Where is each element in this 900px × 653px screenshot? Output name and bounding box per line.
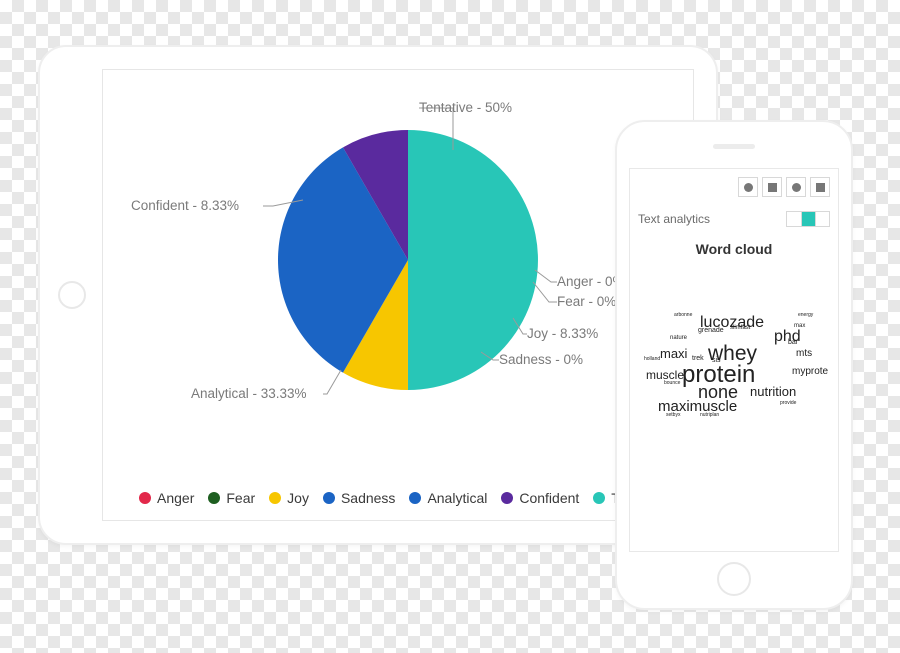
wordcloud-word: energy <box>798 313 813 318</box>
wordcloud-word: slimfast <box>730 325 750 331</box>
pie-label-fear: Fear - 0% <box>557 294 616 309</box>
pie-label-sadness: Sadness - 0% <box>499 352 583 367</box>
wordcloud-word: nutriplan <box>700 413 719 418</box>
legend-label: Fear <box>226 490 255 506</box>
segment-option-3[interactable] <box>815 212 829 226</box>
pie-legend: AngerFearJoySadnessAnalyticalConfidentTe… <box>139 490 681 506</box>
toolbar-button-3[interactable] <box>786 177 806 197</box>
pie-label-analytical: Analytical - 33.33% <box>191 386 307 401</box>
square-icon <box>768 183 777 192</box>
legend-dot-icon <box>323 492 335 504</box>
toolbar-button-1[interactable] <box>738 177 758 197</box>
wordcloud-word: bounce <box>664 381 680 386</box>
legend-dot-icon <box>139 492 151 504</box>
wordcloud-word: setbyx <box>666 413 680 418</box>
phone-screen: Text analytics Word cloud proteinwheynon… <box>629 168 839 552</box>
wordcloud-word: holland <box>644 357 660 362</box>
wordcloud-word: trek <box>692 355 704 362</box>
leader-anger <box>535 270 557 282</box>
legend-item-analytical[interactable]: Analytical <box>409 490 487 506</box>
phone-toolbar <box>638 177 830 197</box>
phone-speaker <box>713 144 755 149</box>
legend-dot-icon <box>269 492 281 504</box>
wordcloud: proteinwheynonelucozademaximusclephdnutr… <box>638 267 830 457</box>
legend-item-confident[interactable]: Confident <box>501 490 579 506</box>
toolbar-button-4[interactable] <box>810 177 830 197</box>
legend-dot-icon <box>593 492 605 504</box>
toolbar-button-2[interactable] <box>762 177 782 197</box>
wordcloud-word: provide <box>780 401 796 406</box>
tablet-screen: Tentative - 50% Anger - 0% Fear - 0% Joy… <box>102 69 694 521</box>
tablet-home-button[interactable] <box>58 281 86 309</box>
square-icon <box>816 183 825 192</box>
wordcloud-word: maxi <box>660 347 687 360</box>
legend-dot-icon <box>208 492 220 504</box>
wordcloud-word: mts <box>796 349 812 359</box>
pie-label-joy: Joy - 8.33% <box>527 326 598 341</box>
circle-icon <box>744 183 753 192</box>
text-analytics-row: Text analytics <box>638 211 830 227</box>
legend-dot-icon <box>501 492 513 504</box>
wordcloud-word: nutrition <box>750 385 796 398</box>
pie-slice-tentative <box>408 130 538 390</box>
pie-label-tentative: Tentative - 50% <box>419 100 512 115</box>
legend-label: Confident <box>519 490 579 506</box>
wordcloud-word: max <box>794 323 805 329</box>
legend-item-sadness[interactable]: Sadness <box>323 490 395 506</box>
legend-label: Sadness <box>341 490 395 506</box>
wordcloud-word: bar <box>788 339 798 346</box>
legend-label: Joy <box>287 490 309 506</box>
section-label: Text analytics <box>638 212 710 226</box>
wordcloud-title: Word cloud <box>638 241 830 257</box>
segment-option-1[interactable] <box>787 212 801 226</box>
legend-label: Analytical <box>427 490 487 506</box>
pie-label-confident: Confident - 8.33% <box>131 198 239 213</box>
wordcloud-word: grenade <box>698 327 724 334</box>
circle-icon <box>792 183 801 192</box>
phone-device: Text analytics Word cloud proteinwheynon… <box>615 120 853 610</box>
emotion-pie-chart <box>278 130 538 390</box>
wordcloud-word: myprote <box>792 367 828 377</box>
wordcloud-word: nature <box>670 335 687 341</box>
legend-item-joy[interactable]: Joy <box>269 490 309 506</box>
legend-item-fear[interactable]: Fear <box>208 490 255 506</box>
phone-home-button[interactable] <box>717 562 751 596</box>
legend-label: Anger <box>157 490 194 506</box>
view-segmented-control[interactable] <box>786 211 830 227</box>
wordcloud-word: arbonne <box>674 313 692 318</box>
legend-dot-icon <box>409 492 421 504</box>
segment-option-2[interactable] <box>801 212 815 226</box>
pie-svg <box>278 130 538 390</box>
wordcloud-word: sis <box>712 357 721 364</box>
legend-item-anger[interactable]: Anger <box>139 490 194 506</box>
